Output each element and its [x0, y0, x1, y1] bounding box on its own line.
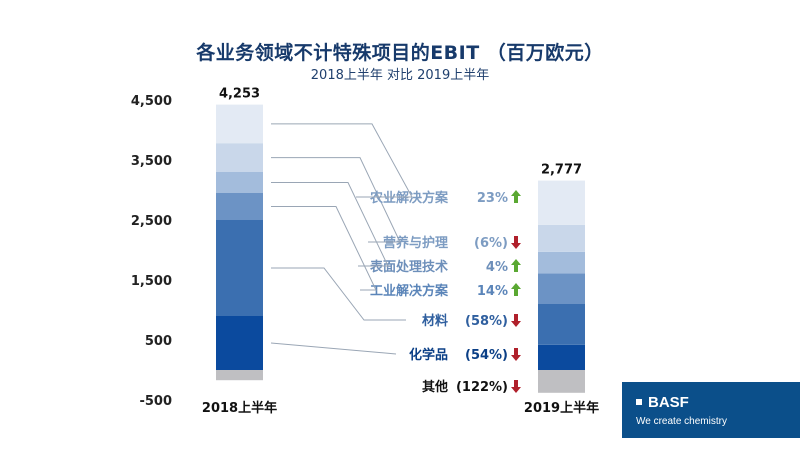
legend-change: 23%	[477, 191, 508, 206]
y-tick-label: 4,500	[131, 94, 172, 109]
bar-segment	[216, 143, 263, 172]
legend-name: 表面处理技术	[369, 259, 448, 275]
bar-total-label: 4,253	[219, 87, 260, 102]
bar-segment	[538, 344, 585, 370]
down-arrow-icon	[511, 314, 521, 327]
bar-segment	[538, 273, 585, 304]
basf-logo: BASF We create chemistry	[622, 382, 800, 438]
legend-name: 工业解决方案	[370, 283, 449, 299]
connector-line	[271, 123, 413, 198]
bar-segment	[538, 224, 585, 252]
up-arrow-icon	[511, 283, 521, 296]
bar-segment	[216, 172, 263, 193]
y-tick-label: -500	[139, 394, 172, 409]
legend-change: (54%)	[465, 348, 508, 363]
bar-segment	[216, 370, 263, 381]
legend-change: 14%	[477, 284, 508, 299]
bar-total-label: 2,777	[541, 163, 582, 178]
y-tick-label: 3,500	[131, 154, 172, 169]
down-arrow-icon	[511, 380, 521, 393]
down-arrow-icon	[511, 348, 521, 361]
up-arrow-icon	[511, 259, 521, 272]
brand-name: BASF	[648, 394, 689, 411]
legend-change: (6%)	[474, 236, 508, 251]
bar-segment	[216, 316, 263, 370]
down-arrow-icon	[511, 236, 521, 249]
legend-name: 营养与护理	[383, 235, 448, 251]
legend-name: 农业解决方案	[369, 190, 449, 206]
chart-subtitle: 2018上半年 对比 2019上半年	[310, 68, 490, 83]
connector-line	[271, 206, 377, 291]
legend-name: 化学品	[409, 347, 448, 363]
connector-line	[271, 267, 406, 321]
legend-change: (122%)	[456, 380, 508, 395]
connector-line	[271, 157, 401, 243]
connector-line	[271, 182, 389, 267]
brand-tagline: We create chemistry	[636, 416, 727, 427]
category-label: 2019上半年	[524, 400, 599, 416]
bar-segment	[538, 251, 585, 274]
legend-name: 材料	[422, 313, 448, 329]
y-tick-label: 500	[145, 334, 172, 349]
chart-title: 各业务领域不计特殊项目的EBIT （百万欧元）	[196, 42, 604, 64]
legend-change: (58%)	[465, 314, 508, 329]
category-label: 2018上半年	[202, 400, 277, 416]
up-arrow-icon	[511, 190, 521, 203]
bar-segment	[216, 104, 263, 144]
basf-mark-icon	[636, 399, 642, 405]
legend-change: 4%	[486, 260, 508, 275]
bar-segment	[538, 370, 585, 393]
bar-segment	[216, 193, 263, 220]
legend-name: 其他	[422, 379, 448, 395]
y-tick-label: 1,500	[131, 274, 172, 289]
y-tick-label: 2,500	[131, 214, 172, 229]
connector-line	[270, 342, 397, 355]
bar-segment	[538, 304, 585, 345]
bar-segment	[216, 220, 263, 316]
bar-segment	[538, 180, 585, 225]
